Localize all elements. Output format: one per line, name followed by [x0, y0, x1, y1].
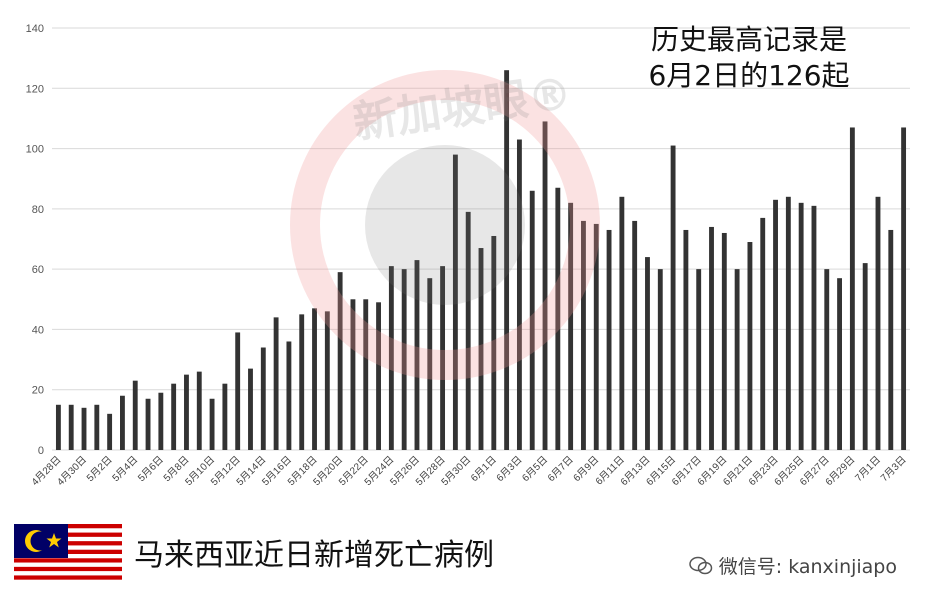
bar	[401, 269, 407, 450]
bar	[132, 380, 138, 450]
flag-stripe	[14, 562, 122, 568]
bar	[209, 398, 215, 450]
bar	[581, 220, 586, 450]
bar	[785, 196, 791, 450]
bar	[901, 127, 907, 450]
flag-stripe	[14, 558, 122, 563]
bar	[824, 269, 830, 450]
bar	[862, 263, 868, 450]
bar	[260, 347, 266, 450]
bar	[286, 341, 292, 450]
bar	[760, 217, 766, 450]
flag-stripe	[14, 575, 122, 580]
bar	[119, 395, 125, 450]
bar	[222, 383, 228, 450]
bar	[158, 392, 164, 450]
bar	[811, 205, 817, 450]
bar	[888, 229, 894, 450]
bar	[709, 226, 714, 450]
bar	[299, 314, 305, 450]
bar	[363, 299, 369, 450]
wechat-label: 微信号: kanxinjiapo	[718, 556, 897, 578]
x-tick-label: 6月7日	[545, 454, 575, 484]
x-tick-label: 6月5日	[520, 454, 550, 484]
malaysia-flag-icon	[14, 524, 122, 584]
bar	[696, 269, 702, 450]
bar	[849, 127, 855, 450]
bar	[196, 371, 202, 450]
bar	[734, 269, 740, 450]
bar	[555, 187, 561, 450]
wechat-icon	[689, 556, 712, 574]
annotation-line-1: 历史最高记录是	[650, 23, 847, 56]
flag-stripe	[14, 579, 122, 584]
bar	[645, 257, 650, 450]
bar	[632, 220, 638, 450]
bar	[516, 139, 522, 450]
x-tick-label: 5月6日	[135, 454, 165, 484]
y-tick-label: 0	[38, 445, 44, 457]
annotation-line-2: 6月2日的126起	[648, 59, 850, 92]
y-tick-label: 100	[26, 144, 44, 156]
x-tick-label: 6月1日	[468, 454, 498, 484]
bar	[145, 398, 151, 450]
bar	[94, 404, 100, 450]
y-tick-label: 60	[32, 264, 44, 276]
bar	[248, 368, 253, 450]
bar	[273, 317, 279, 450]
x-tick-label: 5月2日	[84, 454, 114, 484]
bar	[568, 202, 574, 450]
bar	[504, 70, 510, 450]
wechat-id: 微信号: kanxinjiapo	[689, 552, 897, 579]
bar	[55, 404, 61, 450]
bar	[721, 232, 727, 450]
bar	[465, 211, 471, 450]
bar	[427, 278, 433, 450]
bar	[452, 154, 458, 450]
bar	[440, 266, 446, 450]
flag-stripe	[14, 571, 122, 576]
bar	[657, 269, 663, 450]
bar	[670, 145, 676, 451]
y-tick-label: 80	[32, 204, 44, 216]
x-tick-label: 7月1日	[853, 454, 883, 484]
footer-title: 马来西亚近日新增死亡病例	[134, 538, 494, 573]
bar	[81, 407, 87, 450]
bar	[324, 311, 330, 450]
bar	[619, 196, 625, 450]
x-tick-label: 5月4日	[110, 454, 140, 484]
bar	[184, 374, 189, 450]
bar	[773, 199, 778, 450]
bar	[747, 242, 753, 450]
bar	[171, 383, 177, 450]
bar	[683, 229, 689, 450]
bar	[593, 223, 599, 450]
y-tick-label: 40	[32, 324, 44, 336]
flag-stripe	[14, 566, 122, 572]
bar	[529, 190, 535, 450]
bar	[491, 235, 497, 450]
x-tick-label: 7月3日	[878, 454, 908, 484]
bar	[337, 272, 343, 450]
bar	[606, 229, 612, 450]
bar	[837, 278, 843, 450]
bar	[68, 404, 74, 450]
bar	[107, 413, 113, 450]
bar	[478, 248, 484, 450]
y-tick-label: 20	[32, 385, 44, 397]
bar	[542, 121, 548, 450]
bar	[798, 202, 804, 450]
bar-chart: 0204060801001201404月28日4月30日5月2日5月4日5月6日…	[26, 23, 910, 488]
x-tick-label: 6月3日	[494, 454, 524, 484]
bar	[350, 299, 356, 450]
y-tick-label: 140	[26, 23, 44, 35]
bar	[235, 332, 241, 450]
bar	[388, 266, 394, 450]
bar	[875, 196, 881, 450]
bar	[376, 302, 381, 450]
bar	[414, 260, 420, 450]
record-annotation: 历史最高记录是 6月2日的126起	[629, 22, 869, 94]
bar	[312, 308, 317, 450]
y-tick-label: 120	[26, 83, 44, 95]
